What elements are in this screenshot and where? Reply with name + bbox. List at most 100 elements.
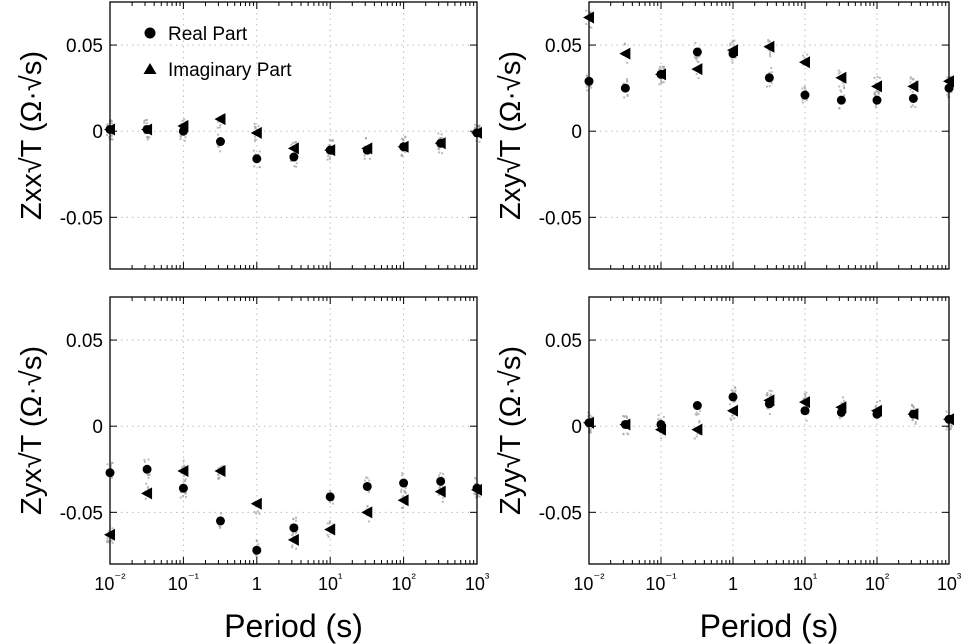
scatter-cloud-dot <box>143 459 146 462</box>
scatter-cloud-dot <box>217 467 220 470</box>
scatter-cloud-dot <box>946 93 949 96</box>
point-imaginary-part <box>907 408 919 421</box>
scatter-cloud-dot <box>254 126 257 129</box>
scatter-cloud-dot <box>179 496 182 499</box>
scatter-cloud-dot <box>292 532 295 535</box>
point-real-part <box>800 90 810 100</box>
scatter-cloud-dot <box>475 493 478 496</box>
scatter-cloud-dot <box>400 137 403 140</box>
scatter-cloud-dot <box>805 419 808 422</box>
scatter-cloud-dot <box>257 125 260 128</box>
scatter-cloud-dot <box>179 491 182 494</box>
scatter-cloud-dot <box>111 461 114 464</box>
scatter-cloud-dot <box>404 491 407 494</box>
series-imaginary-part-zxx <box>104 113 482 157</box>
scatter-cloud-dot <box>590 415 593 418</box>
scatter-cloud-dot <box>110 539 113 542</box>
scatter-cloud-dot <box>474 123 477 126</box>
scatter-cloud-dot <box>876 75 879 78</box>
scatter-cloud-dot <box>254 127 257 130</box>
scatter-cloud-dot <box>368 520 371 523</box>
scatter-cloud-dot <box>217 478 220 481</box>
scatter-cloud-dot <box>253 511 256 514</box>
scatter-cloud-dot <box>365 476 368 479</box>
scatter-cloud-dot <box>732 43 735 46</box>
scatter-cloud-dot <box>219 465 222 468</box>
point-imaginary-part <box>104 123 115 136</box>
point-imaginary-part <box>177 120 189 133</box>
scatter-cloud-dot <box>838 85 841 88</box>
y-axis-label-zxy: Zxy√T (Ω·√s) <box>495 51 527 220</box>
scatter-cloud-dot <box>585 74 588 77</box>
scatter-cloud-dot <box>947 96 950 99</box>
x-tick-label: 10³ <box>465 570 490 594</box>
scatter-cloud-dot <box>693 437 696 440</box>
series-real-part-zxy <box>584 47 954 105</box>
scatter-cloud-dot <box>438 137 441 140</box>
point-imaginary-part <box>763 394 775 407</box>
scatter-cloud-dot <box>840 90 843 93</box>
x-tick-label: 10⁻² <box>94 570 126 594</box>
scatter-cloud-dot <box>474 477 477 480</box>
scatter-cloud-dot <box>945 410 948 413</box>
legend-real-part-marker <box>144 27 156 39</box>
point-real-part <box>692 401 702 411</box>
point-imaginary-part <box>434 137 446 150</box>
scatter-cloud-dot <box>589 429 592 432</box>
point-real-part <box>178 483 188 493</box>
scatter-cloud-dot <box>662 81 665 84</box>
scatter-cloud-dot <box>147 476 150 479</box>
scatter-cloud-dot <box>184 136 187 139</box>
scatter-cloud-dot <box>291 544 294 547</box>
scatter-cloud-dot <box>588 84 591 87</box>
point-imaginary-part <box>727 404 738 417</box>
scatter-cloud-dot <box>768 85 771 88</box>
scatter-cloud-dot <box>695 435 698 438</box>
scatter-cloud-dot <box>769 394 772 397</box>
scatter-cloud-dot <box>698 421 701 424</box>
scatter-cloud-dot <box>874 106 877 109</box>
scatter-cloud-dot <box>729 42 732 45</box>
scatter-cloud-dot <box>770 81 773 84</box>
scatter-cloud-dot <box>731 61 734 64</box>
y-tick-label: -0.05 <box>60 208 103 229</box>
scatter-cloud-dot <box>438 151 441 154</box>
scatter-cloud-dot <box>586 426 589 429</box>
scatter-cloud-dot <box>143 460 146 463</box>
scatter-cloud-dot <box>909 88 912 91</box>
panels-group: 0.05 0 -0.05 Zxx√T (Ω·√s) 0.05 0 -0.05 Zxy√T (Ω… <box>16 1 962 644</box>
x-axis-label-zyy: Period (s) <box>700 608 839 644</box>
point-real-part <box>620 83 630 93</box>
scatter-cloud-dot <box>402 506 405 509</box>
scatter-cloud-dot <box>622 82 625 85</box>
point-real-part <box>289 152 299 162</box>
panel-zxx: 0.05 0 -0.05 Zxx√T (Ω·√s) <box>16 1 482 270</box>
series-imaginary-part-zyy <box>583 394 954 436</box>
scatter-cloud-dot <box>658 68 661 71</box>
scatter-cloud-dot <box>366 505 369 508</box>
scatter-cloud-dot <box>875 89 878 92</box>
scatter-cloud-dot <box>624 415 627 418</box>
point-real-part <box>252 545 262 555</box>
scatter-cloud-dot <box>626 94 629 97</box>
scatter-cloud-dot <box>106 537 109 540</box>
scatter-cloud-dot <box>766 407 769 410</box>
scatter-cloud-dot <box>695 73 698 76</box>
scatter-cloud-dot <box>328 158 331 161</box>
scatter-cloud-dot <box>874 90 877 93</box>
point-imaginary-part <box>361 142 373 155</box>
x-tick-label: 10⁻¹ <box>645 570 677 594</box>
point-imaginary-part <box>250 497 262 510</box>
scatter-cloud-dot <box>110 135 113 138</box>
y-tick-label: 0 <box>571 417 582 438</box>
point-imaginary-part <box>397 494 409 507</box>
point-imaginary-part <box>141 487 153 500</box>
scatter-cloud-dot <box>767 407 770 410</box>
scatter-cloud-dot <box>477 495 480 498</box>
scatter-cloud-dot <box>769 393 772 396</box>
scatter-cloud-dot <box>768 71 771 74</box>
point-real-part <box>215 516 225 526</box>
scatter-cloud-dot <box>331 138 334 141</box>
scatter-cloud-dot <box>148 473 151 476</box>
scatter-cloud-dot <box>768 389 771 392</box>
